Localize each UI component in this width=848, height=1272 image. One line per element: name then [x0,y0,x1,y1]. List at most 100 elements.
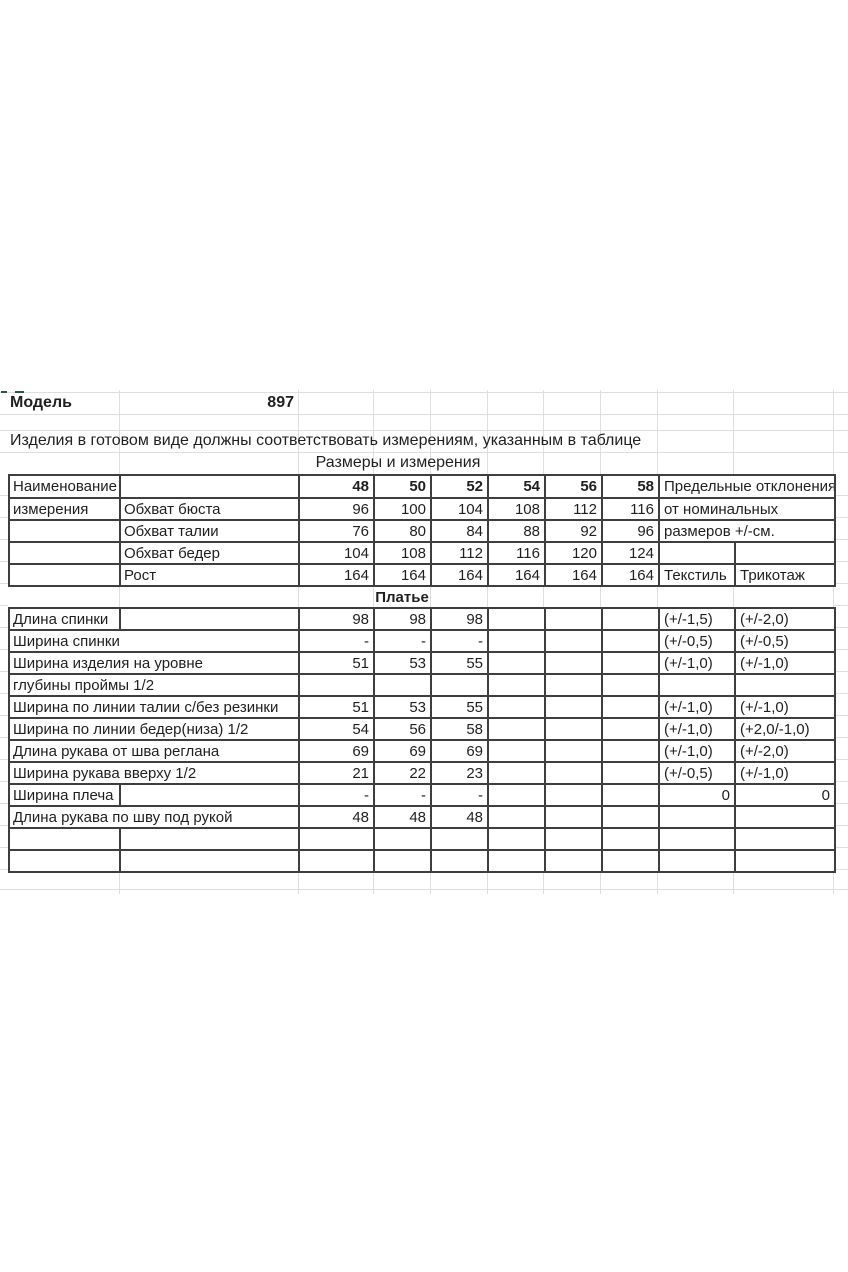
row-label-cell: Длина рукава по шву под рукой [8,805,300,829]
size-value-cell: 112 [544,497,603,521]
col-a-cell: Наименование [8,474,121,499]
size-value-cell [544,827,603,851]
gridline [0,414,848,415]
section-title-cell: Платье [375,588,429,606]
deviation-cell-textile: (+/-0,5) [658,761,736,785]
deviation-merged-cell: размеров +/-см. [657,519,837,543]
gridline [834,474,848,871]
deviation-cell-textile: 0 [658,783,736,807]
size-value-cell: 98 [430,607,489,631]
size-value-cell [487,629,546,653]
row-label-cell: Длина рукава от шва реглана [8,739,300,763]
size-value-cell [487,695,546,719]
row-label-cell: Ширина изделия на уровне [8,651,300,675]
size-value-cell: - [298,783,375,807]
table-row: Рост 164 164 164 164 164 164 Текстиль Трикотаж [8,563,837,587]
deviation-cell-knitwear: (+/-1,0) [733,761,837,785]
size-header-cell: 48 [298,474,375,499]
size-value-cell: 22 [373,761,432,785]
size-value-cell: 164 [544,563,603,587]
size-value-cell: 69 [298,739,375,763]
col-a-cell [8,519,121,543]
size-value-cell: 53 [373,651,432,675]
deviation-cell-textile [658,541,736,565]
size-value-cell [487,739,546,763]
deviation-cell-knitwear [733,849,837,873]
gridline [0,430,848,431]
size-value-cell: 116 [601,497,660,521]
size-value-cell: 164 [487,563,546,587]
col-a-cell: Ширина плеча [8,783,121,807]
size-value-cell: 98 [373,607,432,631]
col-a-cell [8,541,121,565]
size-value-cell [487,761,546,785]
col-a-cell [8,849,121,873]
deviation-cell-textile [658,805,736,829]
size-value-cell [430,673,489,697]
size-value-cell [601,695,660,719]
deviation-cell-textile: (+/-1,0) [658,717,736,741]
size-header-cell: 56 [544,474,603,499]
size-value-cell [601,717,660,741]
size-value-cell: 120 [544,541,603,565]
size-value-cell: 104 [298,541,375,565]
table-row: Обхват талии 76 80 84 88 92 96 размеров +/-см. [8,519,837,543]
col-a-cell: измерения [8,497,121,521]
col-a-cell: Длина спинки [8,607,121,631]
size-value-cell: 55 [430,651,489,675]
col-b-cell [119,827,300,851]
size-value-cell: - [373,629,432,653]
deviation-cell-textile [658,673,736,697]
size-value-cell: 80 [373,519,432,543]
col-b-cell [119,474,300,499]
size-value-cell [544,717,603,741]
size-value-cell: 108 [373,541,432,565]
size-value-cell [544,849,603,873]
deviation-cell-knitwear [733,805,837,829]
size-value-cell: 69 [430,739,489,763]
size-header-cell: 50 [373,474,432,499]
deviation-cell-knitwear [733,827,837,851]
size-value-cell: 164 [298,563,375,587]
size-value-cell: - [430,629,489,653]
size-value-cell [487,673,546,697]
size-value-cell: 48 [373,805,432,829]
size-value-cell: 112 [430,541,489,565]
size-value-cell [601,651,660,675]
size-value-cell [601,607,660,631]
size-value-cell: 51 [298,651,375,675]
section-row: Платье [9,586,835,608]
size-value-cell: 96 [298,497,375,521]
size-value-cell: - [373,783,432,807]
gridline [0,889,848,890]
size-value-cell [430,849,489,873]
size-value-cell [544,607,603,631]
deviation-cell-textile: (+/-0,5) [658,629,736,653]
size-value-cell [601,673,660,697]
size-value-cell: - [430,783,489,807]
model-number: 897 [267,394,294,411]
size-value-cell [544,651,603,675]
deviation-cell-knitwear: (+/-1,0) [733,695,837,719]
size-value-cell: - [298,629,375,653]
size-table-body: Наименование 48 50 52 54 56 58 Предельные откло… [8,474,837,873]
table-row: Наименование 48 50 52 54 56 58 Предельные откло… [8,474,837,499]
table-row: Длина рукава от шва реглана 69 69 69 (+/-1,0… [8,739,837,763]
row-label-cell: Ширина спинки [8,629,300,653]
table-row: Обхват бедер 104 108 112 116 120 124 [8,541,837,565]
size-value-cell: 56 [373,717,432,741]
cell-selection-dash [1,391,7,393]
note-text: Изделия в готовом виде должны соответств… [10,432,642,449]
table-row: измерения Обхват бюста 96 100 104 108 112 116 от… [8,497,837,521]
row-label-cell: Ширина рукава вверху 1/2 [8,761,300,785]
size-value-cell: 164 [373,563,432,587]
size-value-cell [601,805,660,829]
size-value-cell [487,805,546,829]
size-value-cell [601,849,660,873]
size-value-cell: 23 [430,761,489,785]
deviation-cell-knitwear [733,541,837,565]
size-value-cell: 164 [601,563,660,587]
deviation-cell-textile: (+/-1,0) [658,695,736,719]
size-value-cell [298,849,375,873]
